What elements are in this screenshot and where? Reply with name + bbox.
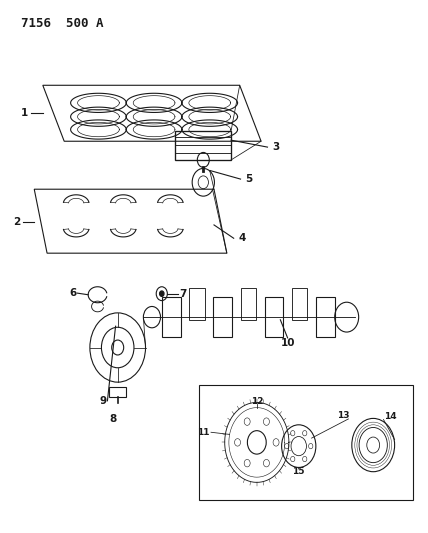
Text: 13: 13	[337, 411, 350, 420]
Text: 14: 14	[384, 413, 397, 421]
Text: 10: 10	[280, 338, 295, 348]
Text: 2: 2	[13, 217, 21, 227]
Text: 9: 9	[99, 396, 106, 406]
Text: 8: 8	[110, 415, 117, 424]
Circle shape	[160, 291, 164, 296]
Text: 15: 15	[292, 467, 305, 476]
Bar	[265, 297, 283, 337]
Bar	[292, 288, 307, 320]
Bar	[109, 387, 126, 397]
Bar	[175, 131, 231, 160]
Text: 12: 12	[250, 397, 263, 406]
Bar	[189, 288, 205, 320]
Bar	[316, 297, 335, 337]
Bar	[241, 288, 256, 320]
Bar	[199, 385, 413, 500]
Text: 7: 7	[179, 289, 186, 298]
Bar	[162, 297, 181, 337]
Text: 6: 6	[69, 288, 76, 298]
Text: 11: 11	[197, 428, 210, 437]
Text: 5: 5	[246, 174, 253, 184]
Bar	[213, 297, 232, 337]
Text: 3: 3	[273, 142, 280, 152]
Text: 7156  500 A: 7156 500 A	[21, 17, 104, 30]
Text: 4: 4	[239, 233, 246, 243]
Text: 1: 1	[21, 108, 28, 118]
